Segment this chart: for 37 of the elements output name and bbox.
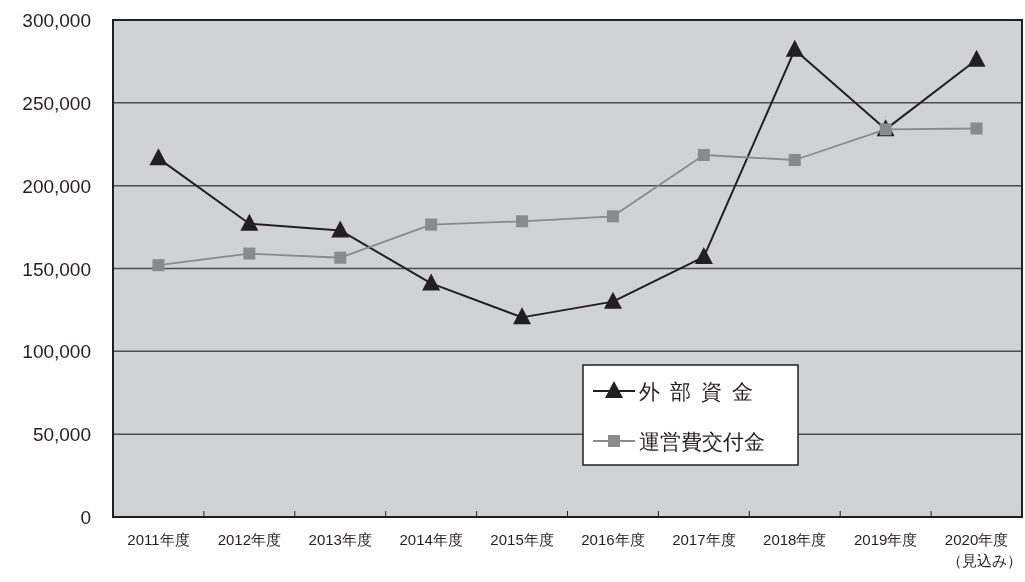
point — [694, 246, 713, 264]
y-tick-label: 50,000 — [32, 424, 91, 446]
point — [243, 247, 256, 260]
x-tick-label: 2015年度 — [490, 531, 554, 548]
point — [425, 218, 438, 231]
y-tick-label: 250,000 — [22, 92, 91, 114]
legend-label: 外部資金 — [639, 380, 763, 403]
point — [331, 220, 350, 238]
legend-label: 運営費交付金 — [639, 430, 765, 453]
point — [606, 210, 619, 223]
point — [697, 149, 710, 162]
x-tick-label: 2014年度 — [399, 531, 463, 548]
y-tick-label: 0 — [80, 507, 91, 528]
point — [334, 251, 347, 264]
x-tick-label: 2011年度 — [127, 531, 190, 548]
point — [240, 213, 259, 231]
y-tick-label: 100,000 — [22, 341, 91, 363]
x-tick-label: 2018年度 — [763, 531, 827, 548]
x-tick-label: 2016年度 — [581, 531, 645, 548]
x-tick-label: 2019年度 — [853, 531, 918, 548]
point — [603, 291, 622, 309]
point — [785, 39, 804, 57]
point — [788, 153, 801, 166]
y-tick-label: 150,000 — [22, 258, 91, 280]
y-tick-label: 300,000 — [22, 10, 91, 31]
point — [967, 49, 986, 67]
point — [422, 273, 441, 291]
x-tick-label: 2013年度 — [308, 531, 372, 548]
point — [152, 259, 165, 272]
x-tick-label: 2012年度 — [217, 531, 282, 548]
x-tick-label: 2017年度 — [672, 531, 736, 548]
y-tick-label: 200,000 — [22, 175, 91, 197]
point — [513, 307, 532, 325]
point — [970, 122, 983, 135]
point — [516, 215, 529, 228]
point — [149, 148, 168, 166]
x-tick-label: 2020年度（見込み） — [944, 531, 1022, 569]
